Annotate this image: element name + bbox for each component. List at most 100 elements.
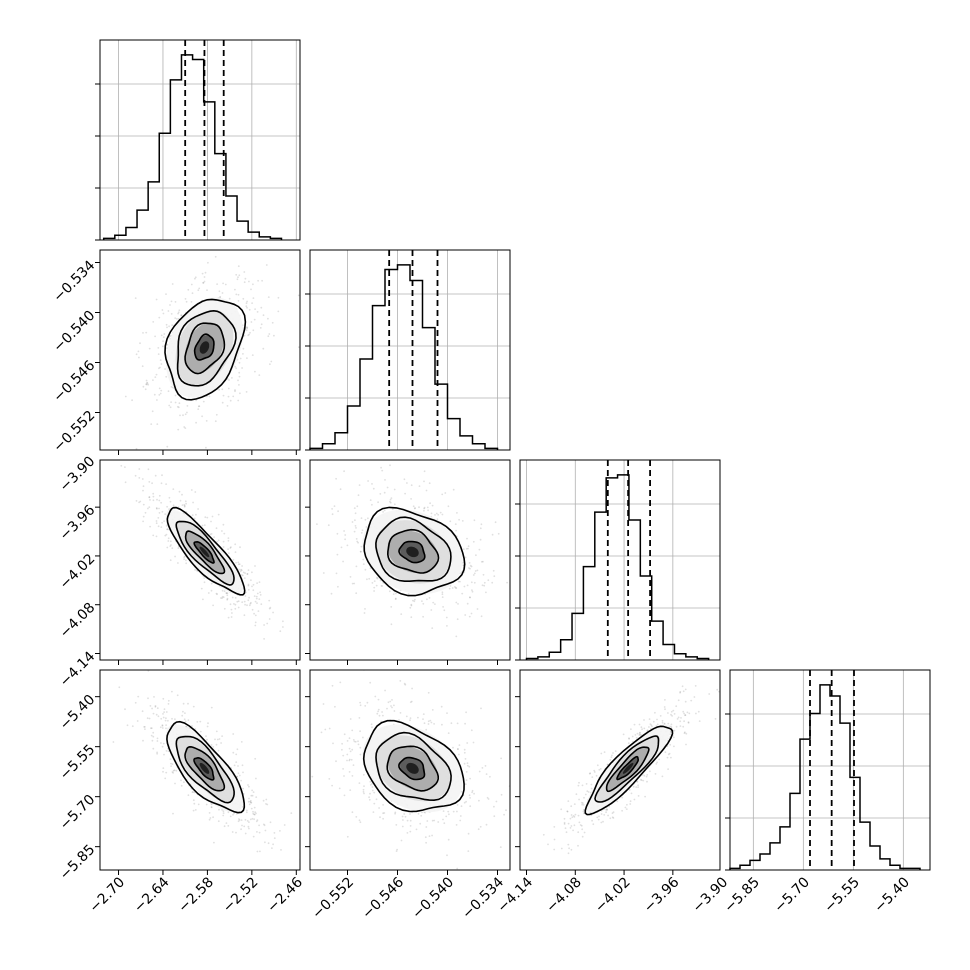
scatter-point: [588, 772, 591, 775]
scatter-point: [150, 734, 153, 737]
scatter-point: [135, 447, 138, 450]
scatter-point: [268, 618, 271, 620]
scatter-point: [202, 598, 204, 601]
scatter-point: [480, 615, 483, 618]
scatter-point: [162, 770, 164, 773]
scatter-point: [422, 718, 424, 720]
scatter-point: [167, 750, 170, 752]
scatter-point: [371, 726, 373, 729]
scatter-point: [232, 813, 234, 816]
scatter-point: [256, 831, 258, 833]
contour-line: [193, 333, 215, 361]
scatter-panel-3-1: [305, 669, 544, 875]
scatter-point: [399, 712, 402, 714]
scatter-point: [265, 798, 268, 801]
scatter-point: [476, 569, 479, 572]
x-tick-label: −5.40: [871, 874, 913, 916]
scatter-point: [233, 764, 236, 767]
scatter-point: [663, 722, 666, 725]
panel-frame: [99, 669, 301, 871]
scatter-point: [605, 811, 607, 814]
scatter-point: [467, 850, 470, 852]
scatter-point: [169, 500, 172, 503]
scatter-point: [427, 723, 430, 725]
scatter-point: [145, 379, 148, 382]
scatter-point: [235, 813, 238, 815]
scatter-point: [658, 758, 661, 761]
scatter-point: [714, 718, 717, 720]
scatter-point: [637, 795, 640, 797]
scatter-point: [379, 579, 382, 582]
scatter-point: [627, 742, 630, 745]
scatter-point: [277, 310, 280, 313]
scatter-point: [342, 754, 345, 757]
scatter-point: [471, 590, 474, 593]
scatter-point: [253, 813, 256, 816]
scatter-point: [480, 523, 483, 526]
scatter-point: [215, 527, 218, 530]
scatter-point: [474, 570, 477, 572]
scatter-point: [646, 729, 649, 732]
scatter-point: [262, 799, 265, 802]
scatter-point: [236, 775, 239, 778]
scatter-point: [138, 468, 141, 470]
scatter-point: [250, 801, 253, 804]
scatter-point: [343, 530, 345, 532]
scatter-point: [212, 604, 215, 607]
scatter-point: [437, 513, 440, 516]
scatter-point: [466, 602, 469, 605]
contour-line: [594, 735, 660, 803]
y-tick-label: −5.85: [57, 842, 99, 884]
scatter-point: [222, 810, 225, 813]
scatter-point: [177, 406, 180, 409]
scatter-point: [171, 324, 174, 327]
scatter-point: [152, 499, 155, 502]
scatter-point: [443, 822, 446, 825]
scatter-point: [426, 820, 429, 822]
scatter-point: [167, 537, 170, 540]
scatter-point: [635, 786, 638, 788]
scatter-point: [440, 705, 443, 708]
scatter-point: [670, 723, 673, 726]
scatter-point: [441, 593, 444, 596]
scatter-point: [433, 819, 436, 822]
scatter-point: [457, 603, 459, 605]
scatter-point: [311, 775, 314, 778]
scatter-point: [375, 798, 378, 801]
scatter-point: [565, 831, 568, 834]
scatter-point: [500, 793, 503, 796]
scatter-point: [142, 485, 145, 488]
scatter-point: [178, 402, 181, 405]
scatter-point: [686, 711, 689, 714]
scatter-point: [148, 717, 151, 720]
scatter-point: [468, 562, 471, 564]
scatter-point: [298, 346, 300, 349]
scatter-point: [259, 850, 261, 853]
scatter-point: [382, 714, 384, 717]
scatter-point: [479, 825, 482, 828]
scatter-point: [154, 474, 157, 477]
scatter-point: [672, 736, 675, 739]
scatter-point: [442, 810, 445, 812]
scatter-point: [654, 773, 657, 775]
contour-line: [398, 540, 426, 564]
contour-line: [164, 298, 247, 401]
scatter-point: [254, 370, 256, 373]
scatter-point: [135, 500, 138, 502]
scatter-point: [243, 600, 246, 603]
y-tick-label: −0.546: [50, 357, 98, 405]
scatter-point: [244, 595, 247, 597]
scatter-point: [390, 497, 393, 499]
scatter-point: [240, 568, 242, 571]
scatter-point: [380, 585, 383, 587]
scatter-point: [374, 695, 377, 698]
scatter-point: [581, 828, 584, 831]
y-tick-label: −4.14: [57, 648, 99, 690]
scatter-point: [182, 702, 185, 705]
scatter-point: [363, 612, 366, 614]
scatter-point: [234, 288, 236, 291]
scatter-point: [366, 701, 369, 704]
scatter-point: [542, 752, 544, 754]
scatter-point: [227, 387, 230, 390]
scatter-point: [235, 753, 238, 756]
